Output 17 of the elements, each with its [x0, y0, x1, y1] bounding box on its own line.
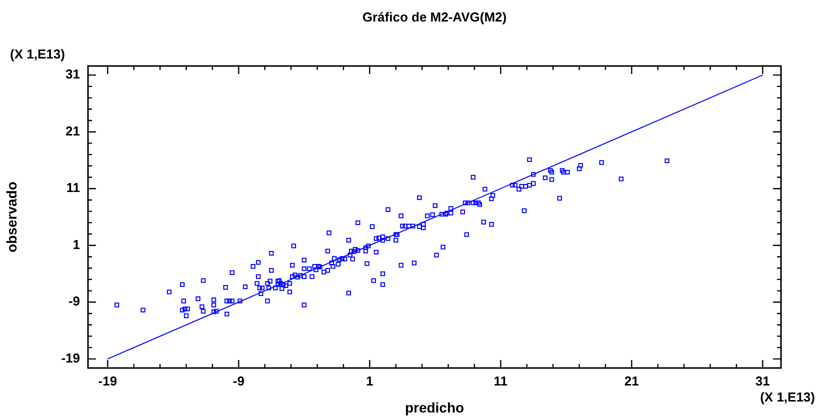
x-tick-label: 31 [755, 373, 770, 388]
y-tick-label: 31 [66, 66, 80, 82]
x-axis-title: predicho [404, 399, 464, 416]
y-tick-label: -9 [68, 294, 80, 309]
x-tick-label: -9 [232, 373, 244, 388]
x-tick-label: 1 [366, 373, 374, 388]
y-tick-label: 11 [66, 180, 80, 196]
text: (X 1,E13) [760, 390, 815, 405]
y-tick-label: 1 [72, 236, 80, 252]
x-tick-label: 21 [624, 373, 639, 388]
x-tick-label: 11 [494, 373, 508, 388]
y-tick-label: -19 [61, 350, 80, 366]
y-axis-title: observado [3, 182, 20, 252]
x-tick-label: -19 [98, 373, 118, 388]
chart-title: Gráfico de M2-AVG(M2) [362, 10, 507, 25]
y-tick-label: 21 [66, 123, 80, 138]
text: (X 1,E13) [10, 46, 65, 62]
